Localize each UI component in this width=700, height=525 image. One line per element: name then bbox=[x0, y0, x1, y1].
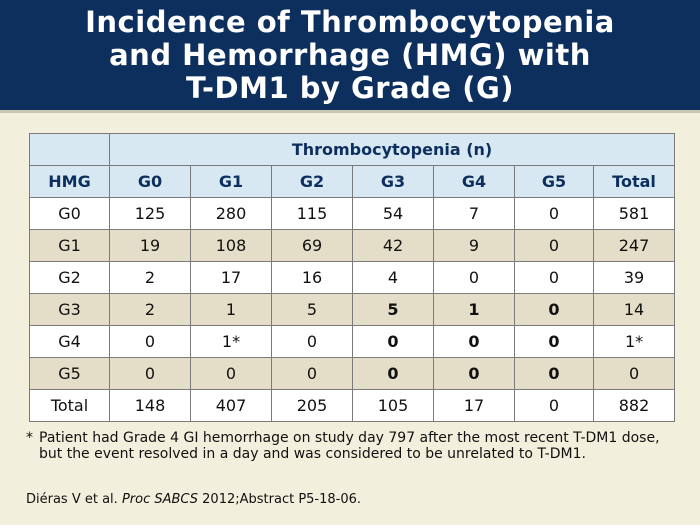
row-label: G0 bbox=[29, 197, 110, 230]
table-row: G0 125 280 115 54 7 0 581 bbox=[29, 197, 676, 230]
table-cell: 69 bbox=[271, 229, 353, 262]
table-cell: 0 bbox=[271, 357, 353, 390]
table-row: G5 0 0 0 0 0 0 0 bbox=[29, 357, 676, 390]
column-header: G2 bbox=[271, 165, 353, 198]
table-cell: 0 bbox=[514, 389, 594, 422]
table-cell: 39 bbox=[592, 261, 676, 294]
citation-details: 2012;Abstract P5-18-06. bbox=[202, 492, 362, 507]
table-cell: 1 bbox=[190, 293, 272, 326]
table-cell: 0 bbox=[433, 357, 515, 390]
row-label: Total bbox=[29, 389, 110, 422]
table-cell: 205 bbox=[271, 389, 353, 422]
table-cell: 105 bbox=[352, 389, 434, 422]
footnote: * Patient had Grade 4 GI hemorrhage on s… bbox=[26, 430, 676, 462]
table-cell: 42 bbox=[352, 229, 434, 262]
table-row: G2 2 17 16 4 0 0 39 bbox=[29, 261, 676, 294]
table-cell: 115 bbox=[271, 197, 353, 230]
table-cell: 19 bbox=[109, 229, 191, 262]
row-label: G2 bbox=[29, 261, 110, 294]
table-cell: 1* bbox=[592, 325, 676, 358]
table-cell: 0 bbox=[271, 325, 353, 358]
table-cell: 54 bbox=[352, 197, 434, 230]
thrombocytopenia-header: Thrombocytopenia (n) bbox=[108, 133, 676, 166]
table-cell: 0 bbox=[433, 261, 515, 294]
table-cell: 4 bbox=[352, 261, 434, 294]
row-label: G4 bbox=[29, 325, 110, 358]
table-cell: 0 bbox=[109, 357, 191, 390]
column-header: G3 bbox=[352, 165, 434, 198]
title-banner: Incidence of Thrombocytopenia and Hemorr… bbox=[0, 0, 700, 110]
table-cell: 0 bbox=[514, 325, 594, 358]
table-cell: 5 bbox=[271, 293, 353, 326]
column-header: Total bbox=[592, 165, 676, 198]
table-cell: 5 bbox=[352, 293, 434, 326]
table-cell: 407 bbox=[190, 389, 272, 422]
table-cell: 7 bbox=[433, 197, 515, 230]
table-row: G1 19 108 69 42 9 0 247 bbox=[29, 229, 676, 262]
column-header: G5 bbox=[514, 165, 594, 198]
table-row: G4 0 1* 0 0 0 0 1* bbox=[29, 325, 676, 358]
table-cell: 1 bbox=[433, 293, 515, 326]
table-cell: 0 bbox=[514, 293, 594, 326]
row-label: G1 bbox=[29, 229, 110, 262]
table-cell: 14 bbox=[592, 293, 676, 326]
footnote-mark: * bbox=[26, 430, 33, 446]
table-cell: 0 bbox=[433, 325, 515, 358]
row-label: G5 bbox=[29, 357, 110, 390]
table-cell: 0 bbox=[514, 229, 594, 262]
citation-journal: Proc SABCS bbox=[121, 492, 199, 507]
column-header: G0 bbox=[109, 165, 191, 198]
table-cell: 0 bbox=[352, 357, 434, 390]
citation-authors: Diéras V et al. bbox=[26, 492, 118, 507]
table-cell: 0 bbox=[514, 357, 594, 390]
table-cell: 16 bbox=[271, 261, 353, 294]
column-header: G4 bbox=[433, 165, 515, 198]
table-cell: 581 bbox=[592, 197, 676, 230]
column-header: G1 bbox=[190, 165, 272, 198]
table-cell: 0 bbox=[352, 325, 434, 358]
corner-cell bbox=[29, 133, 110, 166]
table-cell: 108 bbox=[190, 229, 272, 262]
table-cell: 17 bbox=[190, 261, 272, 294]
table-row: G3 2 1 5 5 1 0 14 bbox=[29, 293, 676, 326]
table-row-total: Total 148 407 205 105 17 0 882 bbox=[29, 389, 676, 422]
title-divider bbox=[0, 110, 700, 113]
table-cell: 0 bbox=[592, 357, 676, 390]
table-cell: 2 bbox=[109, 293, 191, 326]
table-cell: 17 bbox=[433, 389, 515, 422]
slide-title: Incidence of Thrombocytopenia and Hemorr… bbox=[85, 4, 615, 105]
table-cell: 2 bbox=[109, 261, 191, 294]
table-cell: 0 bbox=[514, 261, 594, 294]
table-cell: 0 bbox=[109, 325, 191, 358]
table-cell: 1* bbox=[190, 325, 272, 358]
hmg-header: HMG bbox=[29, 165, 110, 198]
table-cell: 280 bbox=[190, 197, 272, 230]
row-label: G3 bbox=[29, 293, 110, 326]
table-cell: 882 bbox=[592, 389, 676, 422]
table-cell: 148 bbox=[109, 389, 191, 422]
footnote-text: Patient had Grade 4 GI hemorrhage on stu… bbox=[39, 430, 660, 462]
citation: Diéras V et al. Proc SABCS 2012;Abstract… bbox=[26, 492, 361, 507]
table-cell: 0 bbox=[190, 357, 272, 390]
table-cell: 0 bbox=[514, 197, 594, 230]
table-cell: 247 bbox=[592, 229, 676, 262]
table-cell: 9 bbox=[433, 229, 515, 262]
incidence-table: Thrombocytopenia (n) HMG G0 G1 G2 G3 G4 … bbox=[29, 133, 676, 422]
table-cell: 125 bbox=[109, 197, 191, 230]
